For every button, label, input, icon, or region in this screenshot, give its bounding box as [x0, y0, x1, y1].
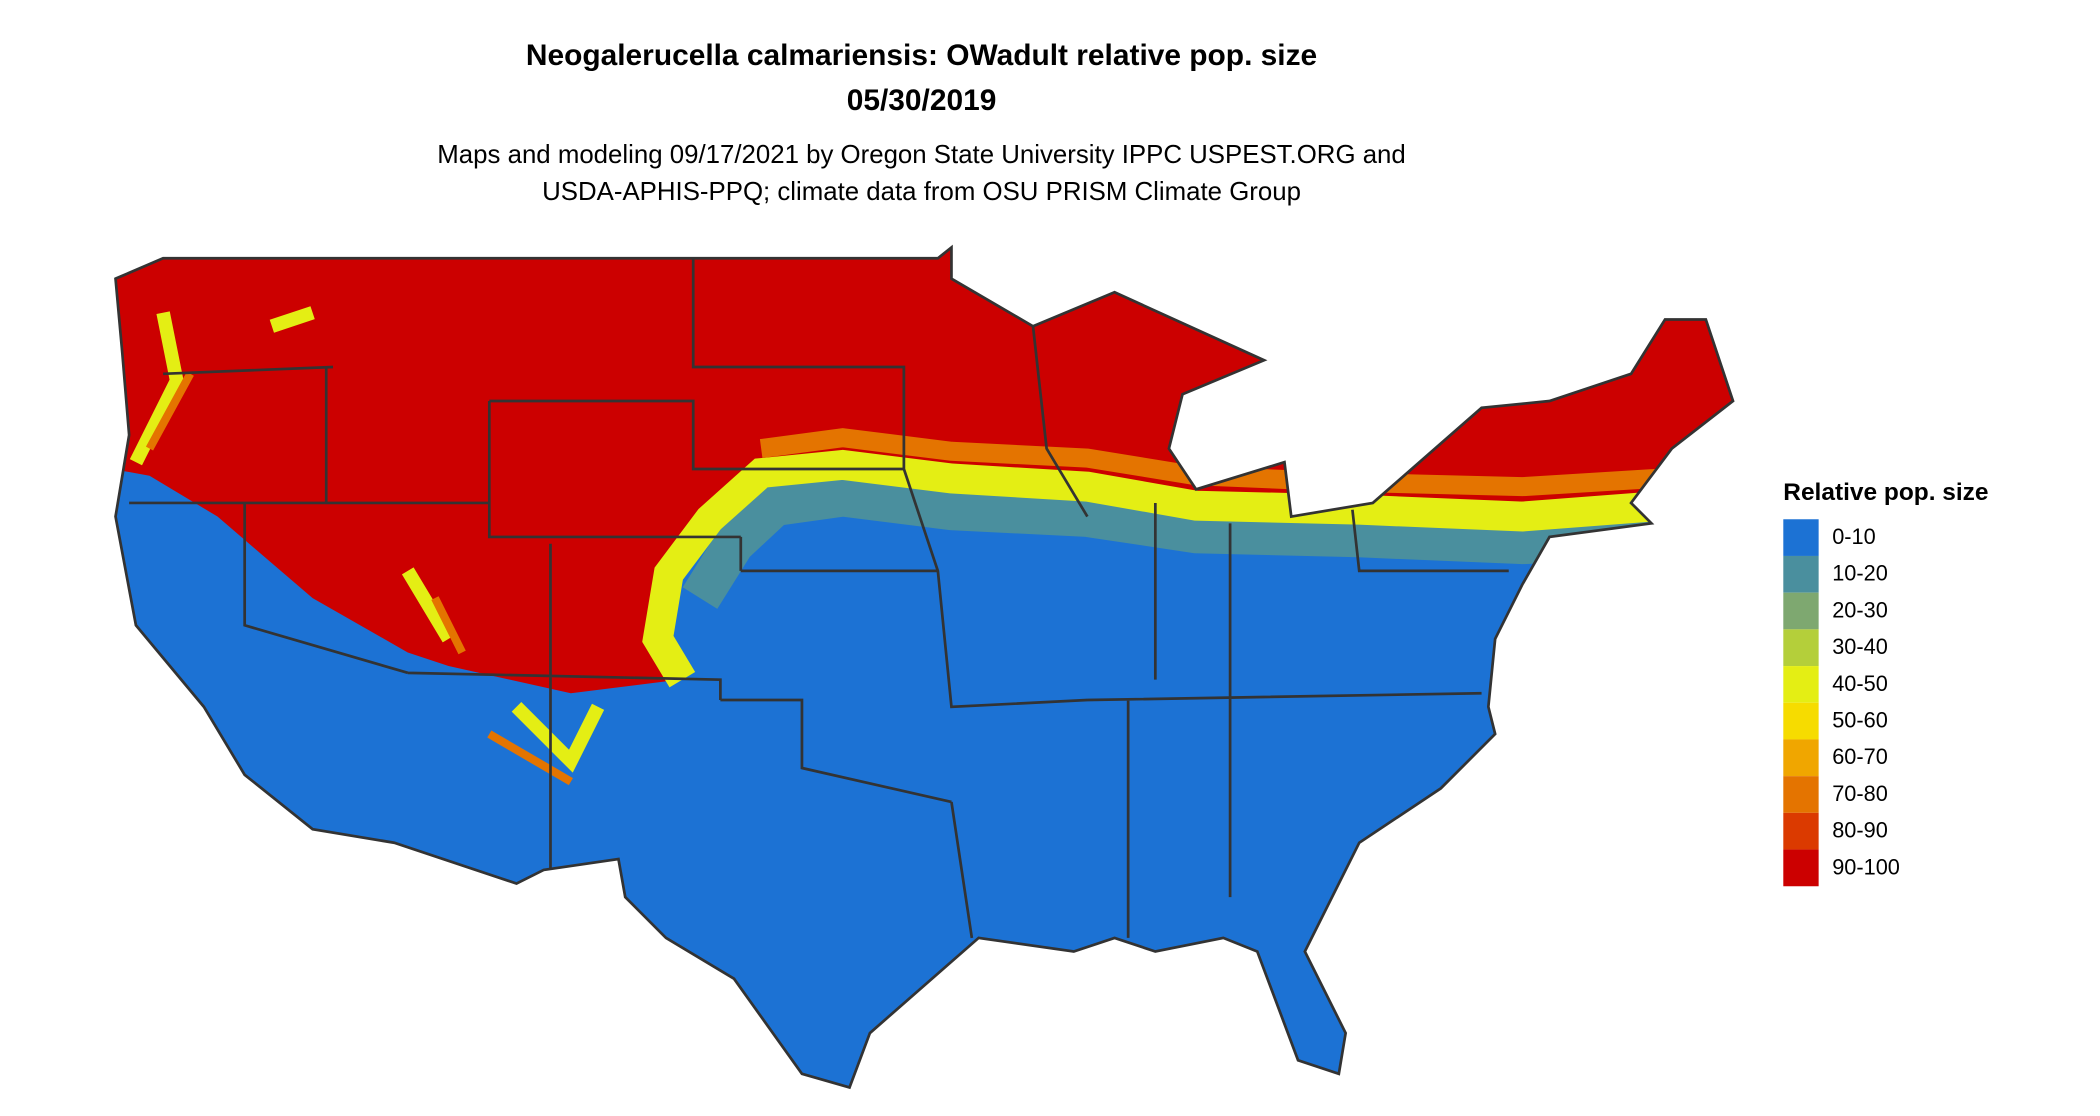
legend-swatch — [1783, 555, 1819, 593]
legend: 0-10 10-20 20-30 30-40 40-50 50-60 60-70 70-80 8… — [1783, 519, 1900, 887]
legend-swatch — [1783, 849, 1819, 887]
zone-band — [642, 449, 1701, 688]
subtitle: USDA-APHIS-PPQ; climate data from OSU PR… — [542, 178, 1301, 206]
legend-label: 70-80 — [1832, 781, 1888, 806]
state-borders — [114, 246, 1735, 1089]
legend-swatch — [1783, 629, 1819, 667]
legend-label: 20-30 — [1832, 597, 1888, 622]
subtitle: Maps and modeling 09/17/2021 by Oregon S… — [437, 141, 1405, 169]
legend-title: Relative pop. size — [1783, 479, 1988, 506]
legend-swatch — [1783, 776, 1819, 813]
legend-swatch — [1783, 702, 1819, 740]
legend-swatch — [1783, 739, 1819, 777]
state-border — [129, 258, 1509, 939]
zone-band — [129, 306, 605, 773]
legend-label: 40-50 — [1832, 671, 1888, 696]
legend-swatch — [1783, 519, 1819, 556]
map-date: 05/30/2019 — [847, 84, 997, 117]
zone-high — [115, 247, 1734, 694]
legend-label: 60-70 — [1832, 744, 1888, 769]
zone-band — [682, 475, 1700, 609]
legend-label: 80-90 — [1832, 818, 1888, 843]
legend-label: 0-10 — [1832, 524, 1876, 549]
legend-label: 90-100 — [1832, 854, 1900, 879]
legend-label: 50-60 — [1832, 708, 1888, 733]
legend-swatch — [1783, 812, 1819, 850]
zone-band — [759, 428, 1700, 497]
legend-swatch — [1783, 666, 1819, 703]
legend-label: 30-40 — [1832, 634, 1888, 659]
legend-label: 10-20 — [1832, 561, 1888, 586]
legend-swatch — [1783, 592, 1819, 630]
map-title: Neogalerucella calmariensis: OWadult rel… — [526, 39, 1317, 72]
zone-band — [145, 371, 573, 786]
